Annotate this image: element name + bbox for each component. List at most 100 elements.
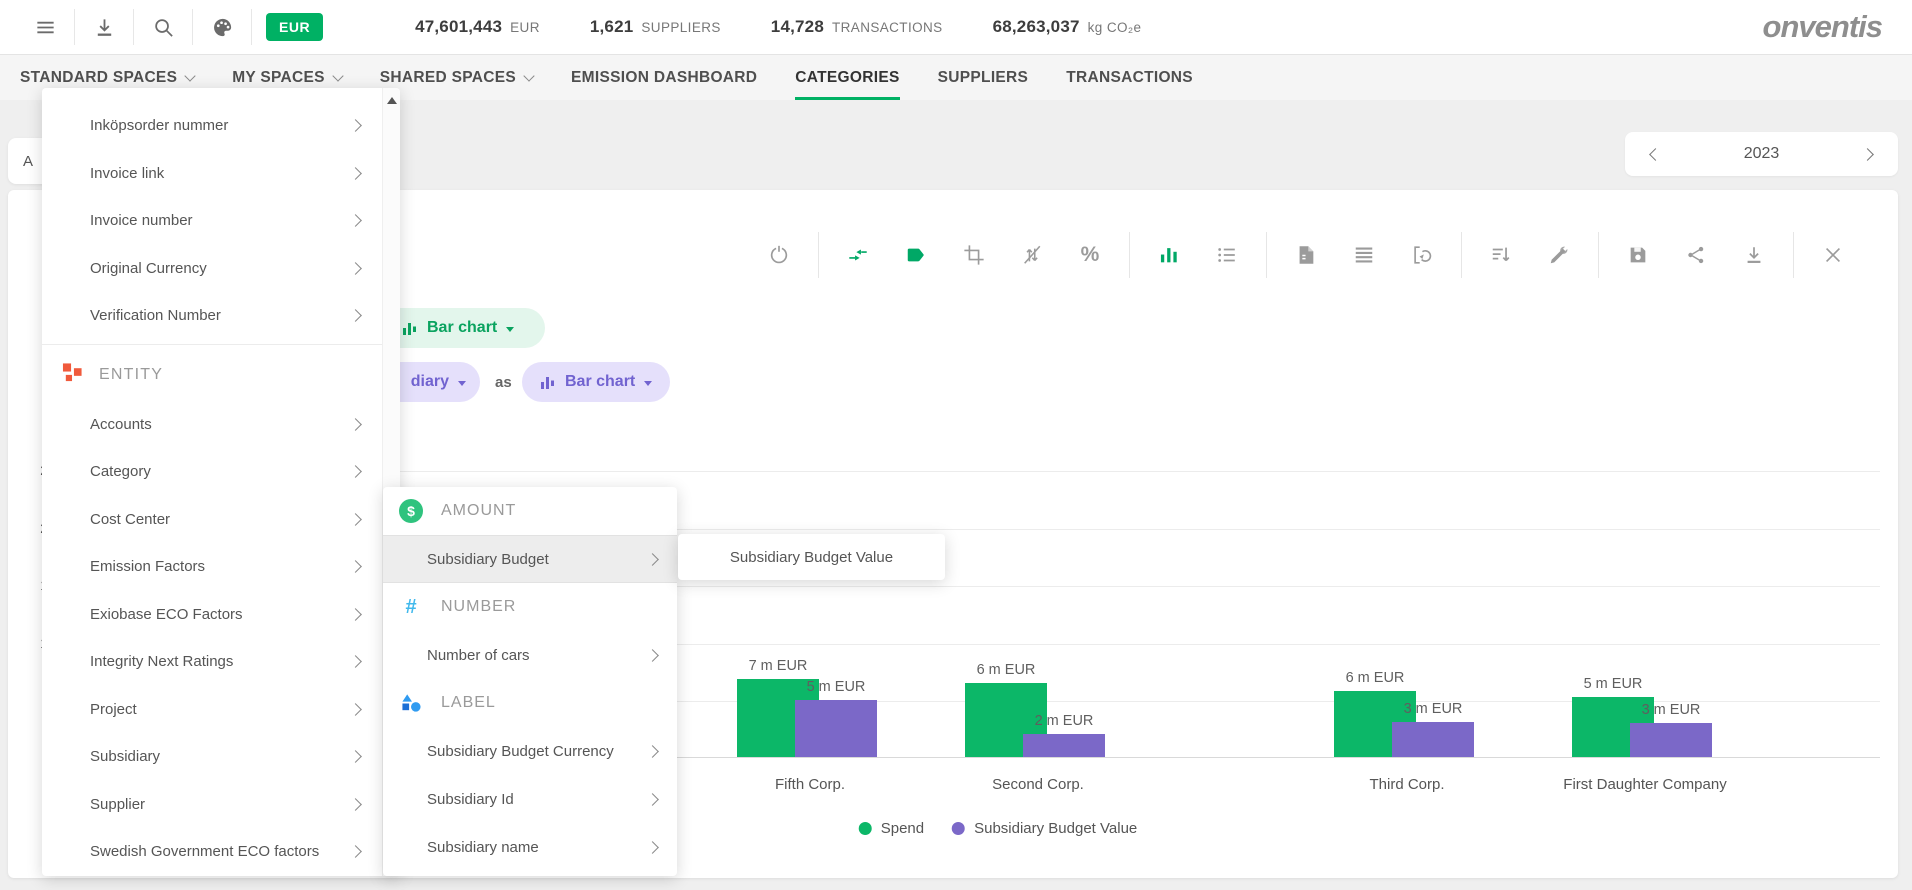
menu-item-invoice-link[interactable]: Invoice link bbox=[42, 150, 382, 198]
next-year-button[interactable] bbox=[1859, 146, 1876, 163]
section-header-amount: $ AMOUNT bbox=[383, 487, 677, 535]
menu-item-subsidiary-id[interactable]: Subsidiary Id bbox=[383, 775, 677, 823]
legend-item-subsidiary-budget-value[interactable]: Subsidiary Budget Value bbox=[952, 820, 1137, 837]
menu-item-label: Verification Number bbox=[90, 307, 221, 325]
menu-item-label: Number of cars bbox=[427, 646, 530, 664]
tag-icon[interactable] bbox=[887, 232, 945, 278]
menu-item-label: Subsidiary name bbox=[427, 838, 539, 856]
menu-item-supplier[interactable]: Supplier bbox=[42, 781, 382, 829]
merge-arrows-icon[interactable] bbox=[829, 232, 887, 278]
render-as-pill[interactable]: Bar chart bbox=[522, 362, 671, 402]
stat-value: 47,601,443 bbox=[415, 17, 503, 36]
menu-item-number-of-cars[interactable]: Number of cars bbox=[383, 631, 677, 679]
crop-icon[interactable] bbox=[945, 232, 1003, 278]
percent-icon[interactable]: % bbox=[1061, 232, 1119, 278]
nav-item-label: MY SPACES bbox=[232, 68, 325, 86]
nav-item-shared-spaces[interactable]: SHARED SPACES bbox=[380, 55, 535, 100]
menu-item-subsidiary-budget-currency[interactable]: Subsidiary Budget Currency bbox=[383, 727, 677, 775]
rows-icon[interactable] bbox=[1335, 232, 1393, 278]
prev-year-button[interactable] bbox=[1647, 146, 1664, 163]
stat-label: SUPPLIERS bbox=[641, 20, 721, 35]
sort-desc-icon[interactable] bbox=[1472, 232, 1530, 278]
entity-section-label: ENTITY bbox=[99, 365, 164, 383]
topbar: EUR 47,601,443 EUR 1,621 SUPPLIERS 14,728 TRA… bbox=[0, 0, 1912, 55]
currency-badge[interactable]: EUR bbox=[266, 13, 324, 41]
nav-item-standard-spaces[interactable]: STANDARD SPACES bbox=[20, 55, 196, 100]
menu-icon[interactable] bbox=[16, 5, 74, 49]
menu-item-subsidiary-budget[interactable]: Subsidiary Budget bbox=[383, 535, 677, 583]
pivot-icon[interactable] bbox=[1393, 232, 1451, 278]
nav-item-label: EMISSION DASHBOARD bbox=[571, 68, 758, 86]
caret-down-icon bbox=[644, 380, 653, 386]
menu-item-integrity-next-ratings[interactable]: Integrity Next Ratings bbox=[42, 638, 382, 686]
entity-icon bbox=[62, 362, 83, 388]
menu-item-label: Swedish Government ECO factors bbox=[90, 843, 320, 861]
scroll-up-arrow-icon[interactable] bbox=[386, 97, 397, 104]
submenu-flyout[interactable]: Subsidiary Budget Value bbox=[678, 534, 945, 580]
chevron-right-icon bbox=[349, 214, 362, 228]
nav-item-my-spaces[interactable]: MY SPACES bbox=[232, 55, 344, 100]
chevron-right-icon bbox=[349, 702, 362, 716]
divider bbox=[1129, 232, 1130, 278]
menu-item-label: Integrity Next Ratings bbox=[90, 653, 234, 671]
chevron-down-icon bbox=[332, 69, 344, 82]
list-icon[interactable] bbox=[1198, 232, 1256, 278]
bar-value-label: 5 m EUR bbox=[806, 679, 866, 695]
share-icon[interactable] bbox=[1667, 232, 1725, 278]
menu-item-original-currency[interactable]: Original Currency bbox=[42, 245, 382, 293]
divider bbox=[192, 9, 193, 45]
file-icon[interactable] bbox=[1277, 232, 1335, 278]
menu-item-verification-number[interactable]: Verification Number bbox=[42, 292, 382, 340]
nav-item-suppliers[interactable]: SUPPLIERS bbox=[938, 55, 1029, 100]
section-label: AMOUNT bbox=[441, 502, 517, 519]
save-icon[interactable] bbox=[1609, 232, 1667, 278]
palette-icon[interactable] bbox=[193, 5, 251, 49]
nav-item-emission-dashboard[interactable]: EMISSION DASHBOARD bbox=[571, 55, 757, 100]
chevron-right-icon bbox=[646, 648, 659, 662]
menu-item-label: Inköpsorder nummer bbox=[90, 117, 229, 135]
menu-item-category[interactable]: Category bbox=[42, 448, 382, 496]
section-header-label: LABEL bbox=[383, 679, 677, 727]
menu-item-emission-factors[interactable]: Emission Factors bbox=[42, 543, 382, 591]
chevron-right-icon bbox=[349, 417, 362, 431]
download-icon[interactable] bbox=[1725, 232, 1783, 278]
download-icon[interactable] bbox=[75, 5, 133, 49]
bar-chart-icon bbox=[403, 323, 416, 335]
stat-label: kg CO₂e bbox=[1087, 20, 1142, 35]
no-sort-icon[interactable] bbox=[1003, 232, 1061, 278]
navbar: STANDARD SPACES MY SPACES SHARED SPACES EMI… bbox=[0, 55, 1912, 100]
bar-subsidiary-budget-value[interactable] bbox=[795, 700, 877, 757]
bar-subsidiary-budget-value[interactable] bbox=[1023, 734, 1105, 757]
chevron-right-icon bbox=[349, 261, 362, 275]
menu-item-label: Supplier bbox=[90, 795, 146, 813]
divider bbox=[133, 9, 134, 45]
menu-item-project[interactable]: Project bbox=[42, 686, 382, 734]
legend-item-spend[interactable]: Spend bbox=[858, 820, 924, 837]
stat-item: 1,621 SUPPLIERS bbox=[590, 17, 721, 37]
tools-icon[interactable] bbox=[1530, 232, 1588, 278]
render-as-pill-label: Bar chart bbox=[565, 373, 636, 390]
menu-item-swedish-government-eco-factors[interactable]: Swedish Government ECO factors bbox=[42, 828, 382, 876]
onventis-logo: onventis bbox=[1762, 9, 1883, 44]
bar-subsidiary-budget-value[interactable] bbox=[1630, 723, 1712, 757]
menu-item-ink-psorder-nummer[interactable]: Inköpsorder nummer bbox=[42, 102, 382, 150]
menu-item-cost-center[interactable]: Cost Center bbox=[42, 496, 382, 544]
menu-item-subsidiary[interactable]: Subsidiary bbox=[42, 733, 382, 781]
nav-item-transactions[interactable]: TRANSACTIONS bbox=[1066, 55, 1193, 100]
menu-item-subsidiary-name[interactable]: Subsidiary name bbox=[383, 823, 677, 871]
bar-chart-icon[interactable] bbox=[1140, 232, 1198, 278]
menu-item-label: Category bbox=[90, 463, 151, 481]
search-icon[interactable] bbox=[134, 5, 192, 49]
menu-divider bbox=[42, 343, 382, 345]
stat-item: 68,263,037 kg CO₂e bbox=[993, 17, 1142, 37]
nav-item-categories[interactable]: CATEGORIES bbox=[795, 55, 900, 100]
chevron-right-icon bbox=[349, 845, 362, 859]
menu-item-exiobase-eco-factors[interactable]: Exiobase ECO Factors bbox=[42, 591, 382, 639]
bar-subsidiary-budget-value[interactable] bbox=[1392, 722, 1474, 757]
menu-item-accounts[interactable]: Accounts bbox=[42, 401, 382, 449]
filter-chip-label: A bbox=[23, 152, 34, 170]
refresh-icon[interactable] bbox=[750, 232, 808, 278]
menu-item-invoice-number[interactable]: Invoice number bbox=[42, 197, 382, 245]
gridline bbox=[52, 529, 1880, 530]
close-icon[interactable] bbox=[1804, 232, 1862, 278]
